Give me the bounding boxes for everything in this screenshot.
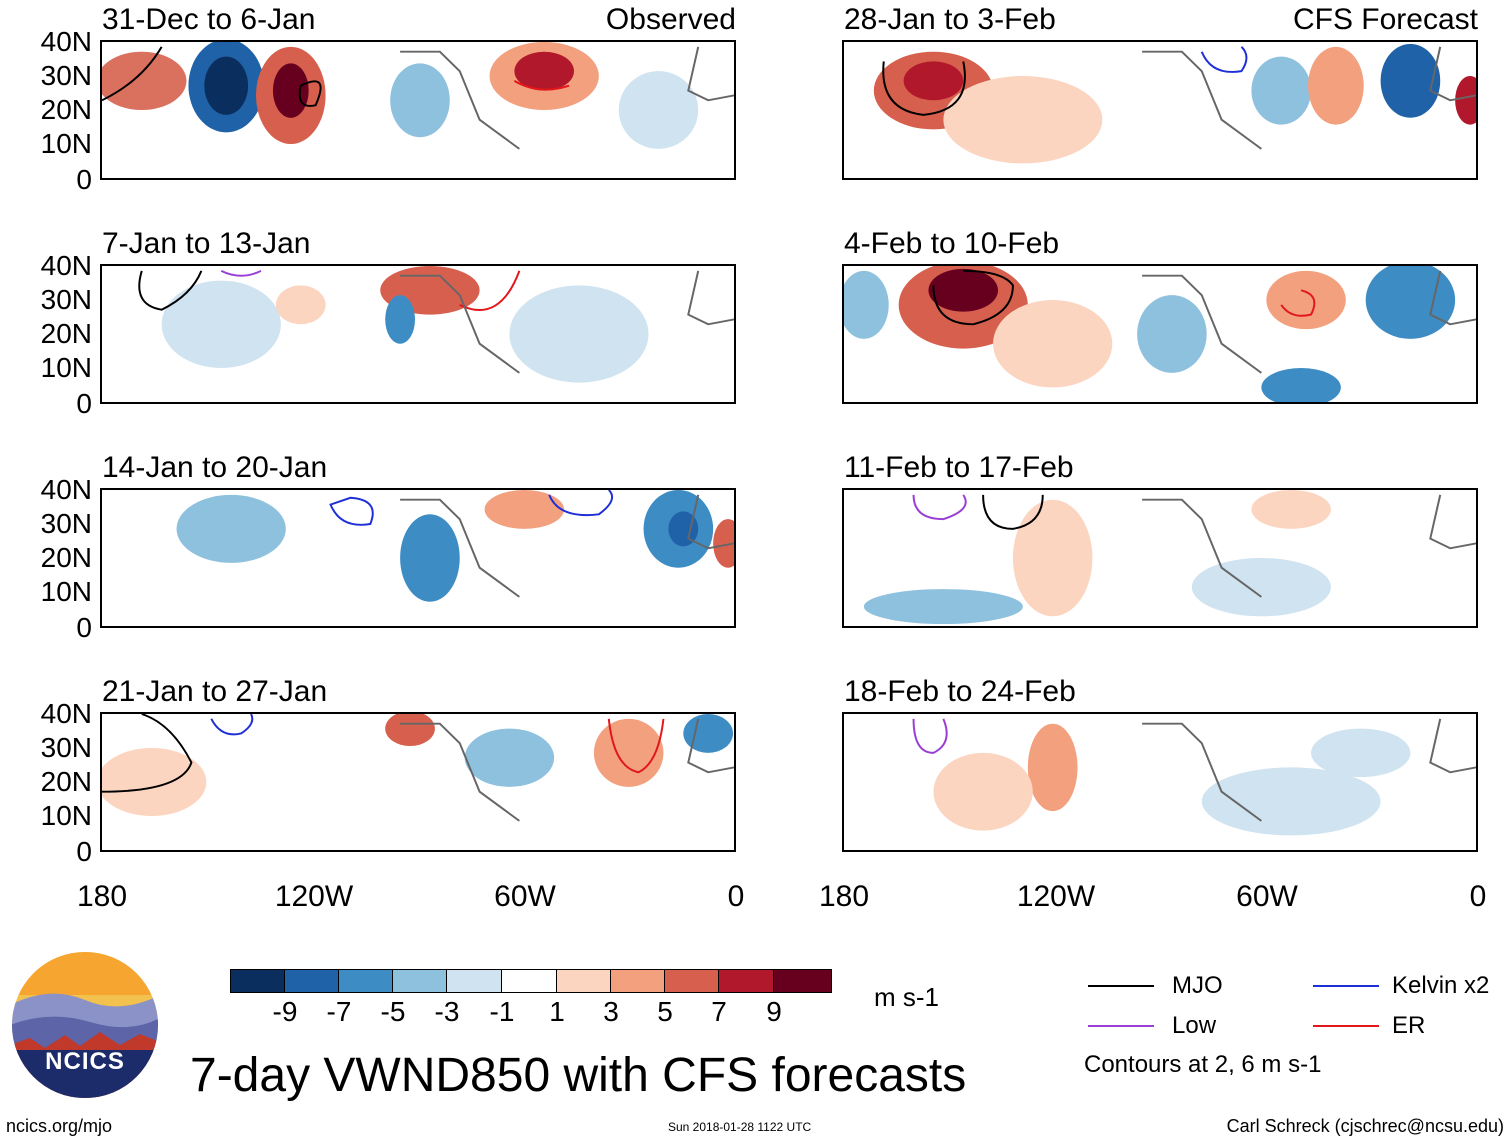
map-panel-left-1 [100,40,736,180]
colorbar-label: 9 [766,996,782,1027]
figure-title: 7-day VWND850 with CFS forecasts [190,1049,967,1102]
y-tick-label: 10N [40,576,92,607]
colorbar-box [284,969,339,993]
colorbar-label: -7 [326,996,352,1027]
panel-title-left-2: 7-Jan to 13-Jan [102,227,311,260]
legend-line-low [1088,1025,1154,1027]
y-tick-label: 10N [40,128,92,159]
y-tick-label: 0 [76,612,92,643]
x-tick-label: 180 [818,880,870,913]
colorbar-label: -1 [489,996,515,1027]
footer-timestamp: Sun 2018-01-28 1122 UTC [668,1120,812,1134]
x-tick-label: 60W [1236,880,1298,913]
colorbar-label: 3 [603,996,619,1027]
colorbar-box [338,969,393,993]
y-tick-label: 40N [40,698,92,729]
x-tick-label: 0 [727,880,745,913]
colorbar-box [392,969,447,993]
colorbar-box [230,969,285,993]
y-tick-label: 20N [40,542,92,573]
y-tick-label: 10N [40,352,92,383]
panel-title-right-3: 11-Feb to 17-Feb [844,451,1074,484]
y-tick-label: 30N [40,284,92,315]
colorbar-label: 1 [549,996,565,1027]
map-panel-right-3 [842,488,1478,628]
x-tick-label: 0 [1469,880,1487,913]
y-tick-label: 20N [40,94,92,125]
cfs-forecast-label: CFS Forecast [1292,3,1478,36]
y-tick-label: 40N [40,474,92,505]
ncics-logo: NCICS [10,950,160,1100]
colorbar-box [556,969,611,993]
y-tick-label: 30N [40,732,92,763]
legend-label-low: Low [1172,1012,1217,1039]
legend-line-er [1313,1025,1379,1027]
footer-author: Carl Schreck (cjschrec@ncsu.edu) [1226,1116,1504,1136]
colorbar-label: -9 [272,996,298,1027]
legend-note: Contours at 2, 6 m s-1 [1084,1051,1322,1078]
legend-line-kelvin [1313,985,1379,987]
y-tick-label: 20N [40,318,92,349]
observed-label: Observed [605,3,736,36]
colorbar-label: -5 [380,996,406,1027]
y-tick-label: 30N [40,60,92,91]
colorbar-label: 7 [711,996,727,1027]
panel-title-left-3: 14-Jan to 20-Jan [102,451,328,484]
y-tick-label: 0 [76,388,92,419]
map-panel-left-4 [100,712,736,852]
y-tick-label: 20N [40,766,92,797]
x-tick-label: 60W [494,880,556,913]
panel-title-right-2: 4-Feb to 10-Feb [844,227,1060,260]
map-panel-left-3 [100,488,736,628]
colorbar-box [664,969,719,993]
colorbar-box [718,969,774,993]
y-tick-label: 0 [76,164,92,195]
y-tick-label: 40N [40,26,92,57]
x-tick-label: 120W [274,880,354,913]
map-panel-right-4 [842,712,1478,852]
colorbar-box [501,969,557,993]
y-tick-label: 40N [40,250,92,281]
colorbar-unit: m s-1 [874,982,939,1012]
legend-line-mjo [1088,985,1154,987]
map-panel-right-2 [842,264,1478,404]
y-tick-label: 10N [40,800,92,831]
colorbar-box [773,969,832,993]
logo-text: NCICS [45,1048,125,1075]
legend-label-mjo: MJO [1172,972,1223,999]
footer-url[interactable]: ncics.org/mjo [6,1116,113,1136]
colorbar-box [610,969,665,993]
x-tick-label: 180 [76,880,128,913]
colorbar-box [446,969,502,993]
panel-title-right-1: 28-Jan to 3-Feb [844,3,1056,36]
legend-label-er: ER [1392,1012,1426,1039]
x-tick-label: 120W [1016,880,1096,913]
map-panel-left-2 [100,264,736,404]
y-tick-label: 30N [40,508,92,539]
colorbar-label: -3 [434,996,460,1027]
panel-title-left-1: 31-Dec to 6-Jan [102,3,316,36]
y-tick-label: 0 [76,836,92,867]
map-panel-right-1 [842,40,1478,180]
legend-label-kelvin: Kelvin x2 [1392,972,1490,999]
panel-title-right-4: 18-Feb to 24-Feb [844,675,1076,708]
colorbar-label: 5 [657,996,673,1027]
panel-title-left-4: 21-Jan to 27-Jan [102,675,328,708]
